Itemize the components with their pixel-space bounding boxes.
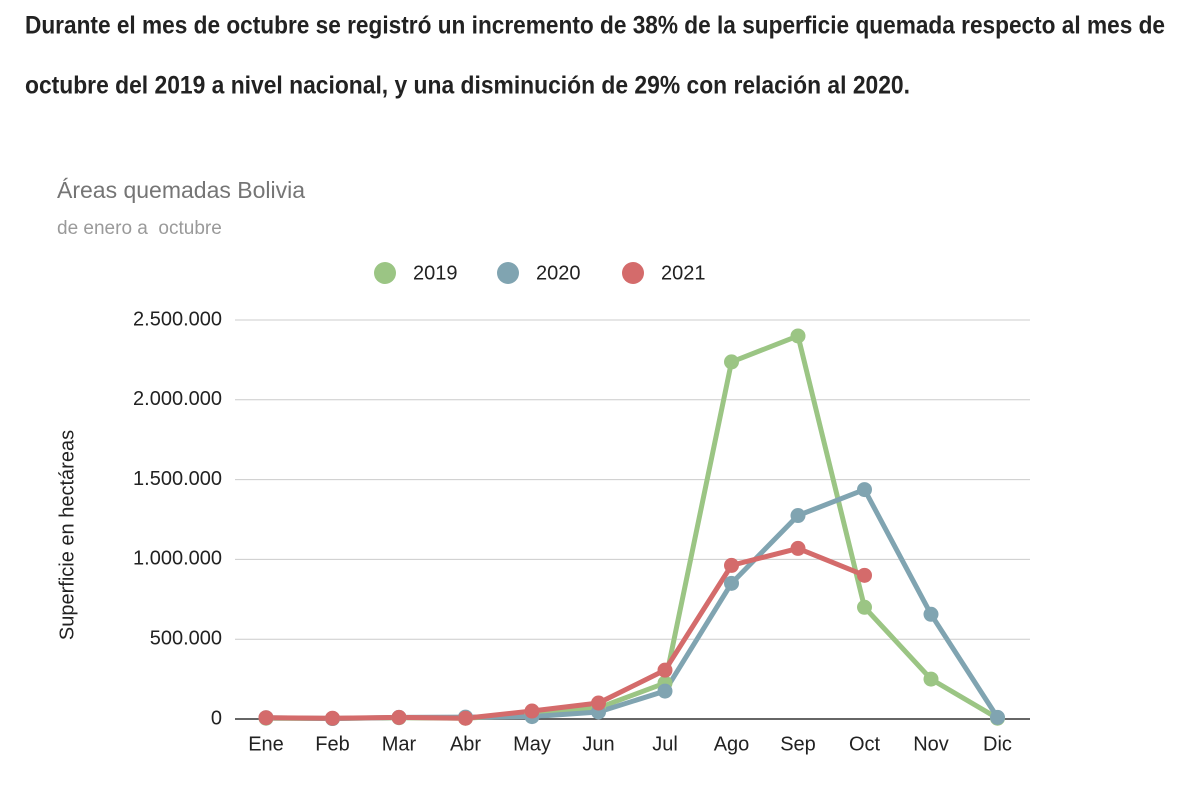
y-tick-label: 1.000.000 xyxy=(133,548,222,570)
point xyxy=(923,606,939,622)
y-tick-label: 2.500.000 xyxy=(133,308,222,330)
legend-marker xyxy=(374,262,396,284)
point xyxy=(325,710,340,726)
series-line xyxy=(265,545,866,721)
point xyxy=(524,703,540,719)
x-tick-label: Jun xyxy=(582,733,614,755)
chart-subtitle: de enero a octubre xyxy=(57,218,222,239)
x-tick-label: Abr xyxy=(450,733,481,755)
x-tick-label: Ene xyxy=(248,733,284,755)
heading-line: Durante el mes de octubre se registró un… xyxy=(25,12,1165,40)
heading-line: octubre del 2019 a nivel nacional, y una… xyxy=(25,72,910,100)
chart-title: Áreas quemadas Bolivia xyxy=(57,177,305,203)
point xyxy=(258,710,274,726)
point xyxy=(790,540,806,556)
point xyxy=(857,482,872,498)
x-tick-label: Nov xyxy=(913,733,949,755)
point xyxy=(458,710,473,726)
x-tick-label: Oct xyxy=(849,733,881,755)
legend-label: 2019 xyxy=(413,262,458,284)
y-axis-label: Superficie en hectáreas xyxy=(56,430,78,640)
y-tick-label: 0 xyxy=(211,707,222,729)
point xyxy=(790,508,806,524)
x-tick-label: May xyxy=(513,733,551,755)
y-tick-label: 2.000.000 xyxy=(133,388,222,410)
y-tick-label: 500.000 xyxy=(150,627,222,649)
point xyxy=(724,354,739,370)
point xyxy=(990,709,1005,725)
y-tick-label: 1.500.000 xyxy=(133,468,222,490)
point xyxy=(391,709,407,725)
x-tick-label: Ago xyxy=(714,733,750,755)
point xyxy=(657,683,673,699)
point xyxy=(857,599,872,615)
point xyxy=(857,567,872,583)
legend-label: 2020 xyxy=(536,262,581,284)
x-tick-label: Dic xyxy=(983,733,1012,755)
point xyxy=(657,662,673,678)
legend-marker xyxy=(622,262,644,284)
series-line xyxy=(265,333,999,722)
x-tick-label: Jul xyxy=(652,733,678,755)
x-tick-label: Feb xyxy=(315,733,349,755)
legend-label: 2021 xyxy=(661,262,706,284)
point xyxy=(591,695,606,711)
point xyxy=(790,328,806,344)
point xyxy=(724,557,739,573)
x-tick-label: Sep xyxy=(780,733,816,755)
legend-marker xyxy=(497,262,519,284)
x-tick-label: Mar xyxy=(382,733,417,755)
point xyxy=(724,575,739,591)
point xyxy=(923,671,939,687)
